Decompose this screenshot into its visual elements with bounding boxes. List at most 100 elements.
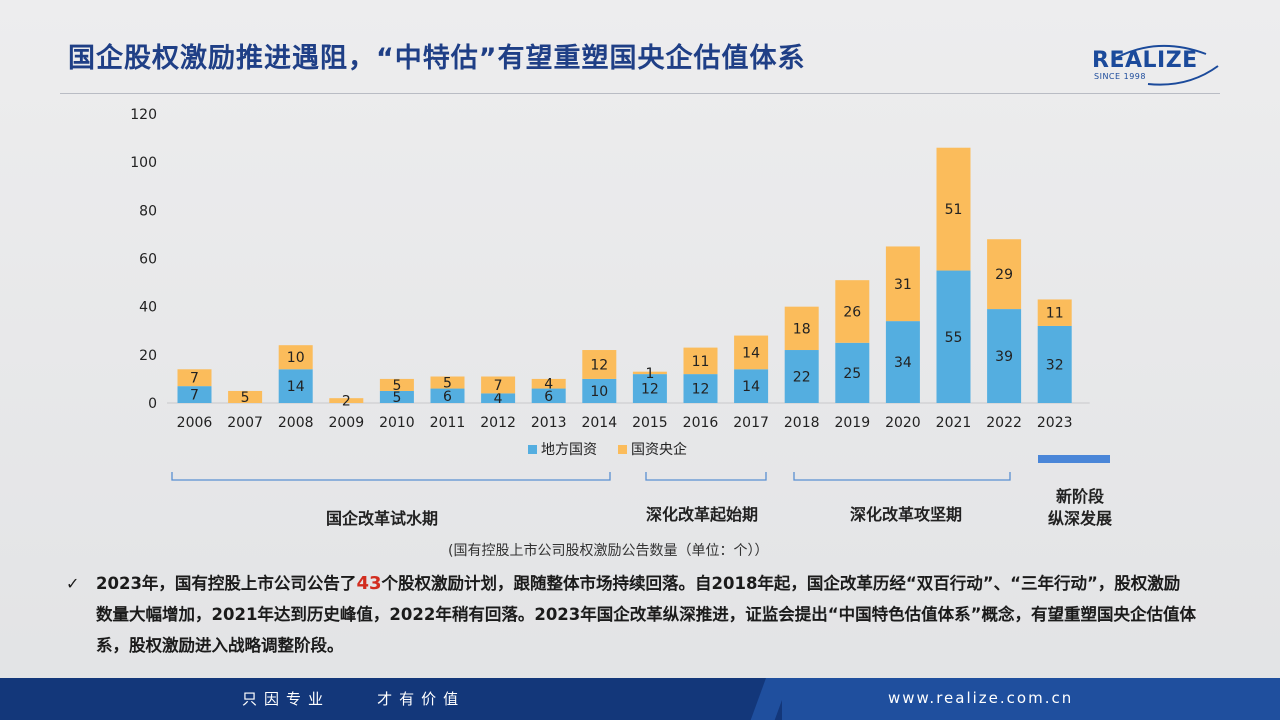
bar-segment <box>228 390 263 403</box>
x-tick-label: 2007 <box>227 415 263 431</box>
bar-segment <box>936 270 971 403</box>
data-label: 22 <box>793 370 811 386</box>
bar-segment <box>835 342 870 403</box>
data-label: 7 <box>494 378 503 394</box>
bar-segment <box>278 369 313 403</box>
bar-segment <box>936 147 971 271</box>
data-label: 5 <box>392 378 401 394</box>
check-icon: ✓ <box>66 574 80 593</box>
bar-segment <box>329 398 364 403</box>
x-tick-label: 2017 <box>733 415 769 431</box>
bar-segment <box>379 378 414 391</box>
x-tick-label: 2013 <box>531 415 567 431</box>
logo-wordmark: REALIZE <box>1092 48 1198 73</box>
bar-segment <box>379 390 414 403</box>
data-label: 5 <box>241 390 250 406</box>
slide-title: 国企股权激励推进遇阻，“中特估”有望重塑国央企估值体系 <box>68 43 806 74</box>
bullet-highlight-number: 43 <box>356 573 382 594</box>
bullet-text: 2023年，国有控股上市公司公告了43个股权激励计划，跟随整体市场持续回落。自2… <box>96 568 1196 661</box>
bar-segment <box>531 388 566 403</box>
data-label: 5 <box>443 376 452 392</box>
phase-label-3: 深化改革攻坚期 <box>850 505 963 524</box>
summary-bullet: ✓ 2023年，国有控股上市公司公告了43个股权激励计划，跟随整体市场持续回落。… <box>66 568 1196 661</box>
title-divider <box>60 93 1220 94</box>
data-label: 5 <box>392 390 401 406</box>
legend-swatch <box>528 445 537 454</box>
data-label: 39 <box>995 349 1013 365</box>
bar-segment <box>1037 325 1072 403</box>
data-label: 31 <box>894 277 912 293</box>
bar-segment <box>531 378 566 389</box>
new-stage-label: 新阶段 纵深发展 <box>1040 486 1120 530</box>
realize-logo: REALIZE SINCE 1998 <box>1088 44 1223 86</box>
bar-segment <box>885 246 920 322</box>
bar-segment <box>430 388 465 403</box>
bullet-text-part-2: 个股权激励计划，跟随整体市场持续回落。自2018年起，国企改革历经“双百行动”、… <box>96 574 1196 655</box>
data-label: 6 <box>544 389 553 405</box>
data-label: 12 <box>641 382 659 398</box>
bullet-text-part-1: 2023年，国有控股上市公司公告了 <box>96 574 357 593</box>
footer-bar: 只因专业 才有价值 www.realize.com.cn <box>0 678 1280 720</box>
y-tick-label: 40 <box>139 300 157 316</box>
source-note: (国有控股上市公司股权激励公告数量（单位：个）） <box>448 543 769 559</box>
phase-label-2: 深化改革起始期 <box>646 505 759 524</box>
data-label: 51 <box>945 202 963 218</box>
data-label: 55 <box>945 330 963 346</box>
x-tick-label: 2020 <box>885 415 921 431</box>
footer-motto: 只因专业 才有价值 <box>242 690 466 708</box>
bar-segment <box>177 386 212 403</box>
data-label: 11 <box>692 354 710 370</box>
x-tick-label: 2014 <box>581 415 617 431</box>
data-label: 32 <box>1046 357 1064 373</box>
data-label: 4 <box>494 391 503 407</box>
x-tick-label: 2006 <box>177 415 213 431</box>
bar-segment <box>987 309 1022 403</box>
data-label: 12 <box>692 382 710 398</box>
x-tick-label: 2008 <box>278 415 314 431</box>
x-tick-label: 2019 <box>834 415 870 431</box>
legend-label: 地方国资 <box>541 442 597 458</box>
data-label: 1 <box>645 366 654 382</box>
logo-since: SINCE 1998 <box>1094 72 1146 81</box>
data-label: 25 <box>843 366 861 382</box>
x-tick-label: 2015 <box>632 415 668 431</box>
data-label: 34 <box>894 355 912 371</box>
bar-segment <box>430 376 465 389</box>
bar-segment <box>784 350 819 403</box>
bar-segment <box>835 280 870 343</box>
x-tick-label: 2011 <box>430 415 466 431</box>
x-tick-label: 2018 <box>784 415 820 431</box>
data-label: 10 <box>590 384 608 400</box>
phase-bracket <box>645 472 767 481</box>
footer-website-link[interactable]: www.realize.com.cn <box>888 689 1074 707</box>
bar-segment <box>784 306 819 351</box>
bar-segment <box>734 369 769 403</box>
legend-swatch <box>618 445 627 454</box>
bar-segment <box>481 393 516 403</box>
data-label: 12 <box>590 357 608 373</box>
data-label: 7 <box>190 388 199 404</box>
data-label: 14 <box>742 379 760 395</box>
bar-segment <box>885 321 920 403</box>
bar-segment <box>632 374 667 403</box>
bar-segment <box>683 374 718 403</box>
data-label: 14 <box>287 379 305 395</box>
x-tick-label: 2022 <box>986 415 1022 431</box>
data-label: 6 <box>443 389 452 405</box>
bar-segment <box>1037 299 1072 326</box>
y-tick-label: 0 <box>148 396 157 412</box>
bar-segment <box>177 369 212 387</box>
data-label: 29 <box>995 267 1013 283</box>
stacked-bar-chart: 0204060801001207720065200714102008220095… <box>130 107 1110 481</box>
data-label: 14 <box>742 345 760 361</box>
data-label: 10 <box>287 350 305 366</box>
bar-segment <box>987 239 1022 310</box>
bar-segment <box>481 376 516 394</box>
new-stage-line-1: 新阶段 <box>1055 487 1104 506</box>
data-label: 4 <box>544 377 553 393</box>
x-tick-label: 2009 <box>328 415 364 431</box>
y-tick-label: 120 <box>130 107 157 123</box>
footer-right-panel <box>782 678 1280 720</box>
bar-segment <box>582 378 617 403</box>
